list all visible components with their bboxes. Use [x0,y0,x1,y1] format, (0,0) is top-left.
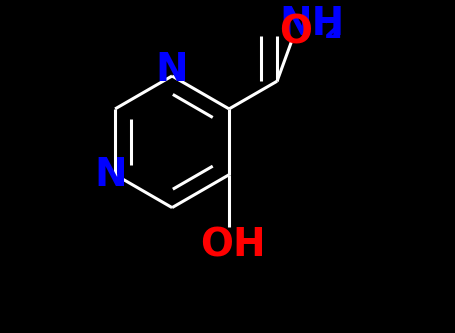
Text: NH: NH [279,5,344,43]
Text: N: N [95,156,127,194]
Text: N: N [156,51,188,89]
Text: OH: OH [200,227,265,265]
Text: O: O [280,14,313,52]
Text: 2: 2 [324,18,342,44]
